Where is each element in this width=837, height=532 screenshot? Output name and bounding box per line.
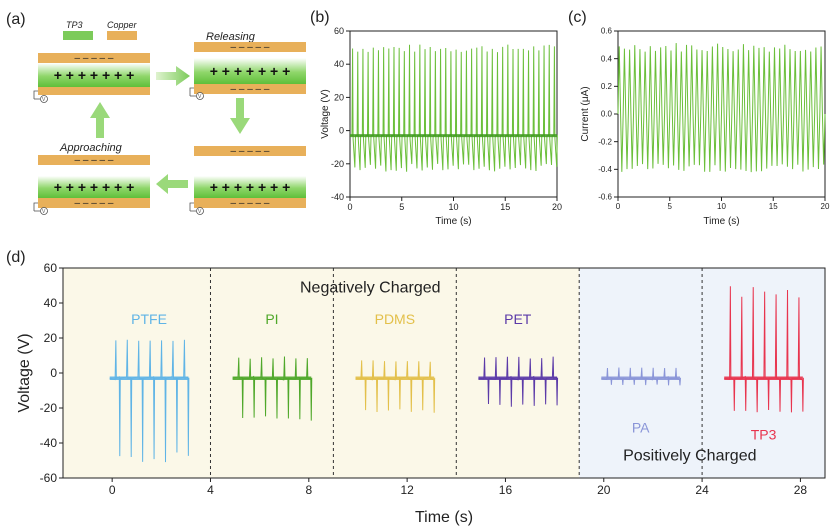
voltage-time-chart: 0 5 10 15 20 -40 -20 0 20 40 60 Time (s) Voltage (V) (320, 26, 562, 227)
y-tick-label: -20 (40, 401, 58, 415)
y-tick-label: 20 (334, 92, 344, 102)
x-tick-label: 8 (305, 483, 312, 497)
plus-row: + + + + + + + (54, 179, 135, 195)
x-tick-label: 4 (207, 483, 214, 497)
state-releasing: – – – – – + + + + + + + – – – – – (194, 42, 306, 95)
x-tick-label: 5 (668, 202, 673, 211)
voltmeter-icon (33, 87, 204, 215)
arrow-right-icon (156, 66, 190, 86)
voltage-series-line (350, 44, 558, 172)
current-time-chart: 0 5 10 15 20 -0.6 -0.4 -0.2 0.0 0.2 0.4 0.6 Time (s)… (580, 27, 830, 227)
y-tick-label: -60 (40, 471, 58, 485)
minus-row: – – – – – (75, 155, 114, 166)
panel-label-c: (c) (568, 9, 587, 26)
plus-row: + + + + + + + (210, 179, 291, 195)
series-label: PET (504, 311, 532, 327)
series-label: TP3 (751, 427, 777, 443)
x-tick-label: 0 (616, 202, 621, 211)
legend-swatch-copper (107, 31, 137, 40)
plus-row: + + + + + + + (210, 63, 291, 79)
meter-symbol: V (198, 94, 202, 100)
legend-label-copper: Copper (107, 20, 138, 30)
x-tick-label: 10 (448, 202, 458, 212)
y-tick-label: 0 (339, 126, 344, 136)
panel-label-d: (d) (6, 249, 26, 266)
panel-label-b: (b) (310, 9, 330, 26)
y-tick-label: 60 (44, 261, 58, 275)
current-series-line (617, 43, 826, 173)
y-tick-label: 0.4 (601, 54, 613, 63)
region-background (63, 268, 580, 478)
series-label: PA (632, 420, 650, 436)
y-tick-label: -0.6 (598, 193, 612, 202)
y-tick-label: 40 (334, 59, 344, 69)
x-tick-label: 20 (597, 483, 611, 497)
arrow-down-icon (230, 98, 250, 134)
y-tick-label: 0.6 (601, 27, 613, 36)
x-tick-label: 15 (500, 202, 510, 212)
y-tick-label: 40 (44, 296, 58, 310)
panel-a-schematic: (a) TP3 Copper – – – – – + + + + + + + R… (6, 11, 306, 215)
region-label-positive: Positively Charged (623, 448, 756, 465)
x-tick-label: 16 (499, 483, 513, 497)
minus-row: – – – – – (231, 146, 270, 157)
arrow-left-icon (156, 174, 188, 194)
series-label: PDMS (375, 311, 415, 327)
state-label-approaching: Approaching (59, 142, 123, 154)
y-axis-label: Voltage (V) (16, 333, 33, 412)
minus-row: – – – – – (231, 42, 270, 53)
minus-row: – – – – – (75, 198, 114, 209)
y-tick-label: -0.4 (598, 165, 612, 174)
minus-row: – – – – – (231, 198, 270, 209)
x-axis-label: Time (s) (703, 216, 739, 227)
y-tick-label: 0 (50, 366, 57, 380)
x-tick-label: 15 (769, 202, 778, 211)
y-tick-label: -40 (331, 192, 344, 202)
material-voltage-chart: 0 4 8 12 16 20 24 28 -60 -40 -20 0 20 40 60 Time (s) Vol… (16, 261, 826, 526)
arrow-up-icon (90, 102, 110, 138)
y-tick-label: 20 (44, 331, 58, 345)
x-tick-label: 20 (552, 202, 562, 212)
y-axis-label: Voltage (V) (320, 89, 331, 138)
series-label: PTFE (131, 311, 167, 327)
minus-row: – – – – – (75, 53, 114, 64)
x-tick-label: 28 (794, 483, 808, 497)
x-axis-label: Time (s) (415, 509, 473, 526)
y-tick-label: 0.0 (601, 110, 613, 119)
y-tick-label: 60 (334, 26, 344, 36)
state-label-releasing: Releasing (206, 31, 256, 43)
state-separated: – – – – – + + + + + + + – – – – – (194, 146, 306, 209)
y-tick-label: -20 (331, 159, 344, 169)
state-contact: – – – – – + + + + + + + (38, 53, 150, 95)
meter-symbol: V (42, 209, 46, 215)
legend-label-tp3: TP3 (66, 20, 83, 30)
minus-row: – – – – – (231, 84, 270, 95)
x-tick-label: 10 (717, 202, 726, 211)
plot-frame (349, 30, 558, 198)
y-tick-label: -40 (40, 436, 58, 450)
state-approaching: – – – – – + + + + + + + – – – – – (38, 155, 150, 209)
region-label-negative: Negatively Charged (300, 280, 441, 297)
y-axis-label: Current (μA) (580, 86, 591, 141)
y-tick-label: 0.2 (601, 82, 613, 91)
x-tick-label: 0 (109, 483, 116, 497)
x-tick-label: 24 (695, 483, 709, 497)
meter-symbol: V (42, 97, 46, 103)
y-tick-label: -0.2 (598, 137, 612, 146)
legend-swatch-tp3 (63, 31, 93, 40)
x-tick-label: 0 (347, 202, 352, 212)
x-tick-label: 5 (399, 202, 404, 212)
x-tick-label: 20 (821, 202, 830, 211)
plus-row: + + + + + + + (54, 67, 135, 83)
x-axis-label: Time (s) (435, 216, 471, 227)
meter-symbol: V (198, 209, 202, 215)
panel-label-a: (a) (6, 11, 26, 28)
series-label: PI (265, 311, 278, 327)
x-tick-label: 12 (400, 483, 414, 497)
